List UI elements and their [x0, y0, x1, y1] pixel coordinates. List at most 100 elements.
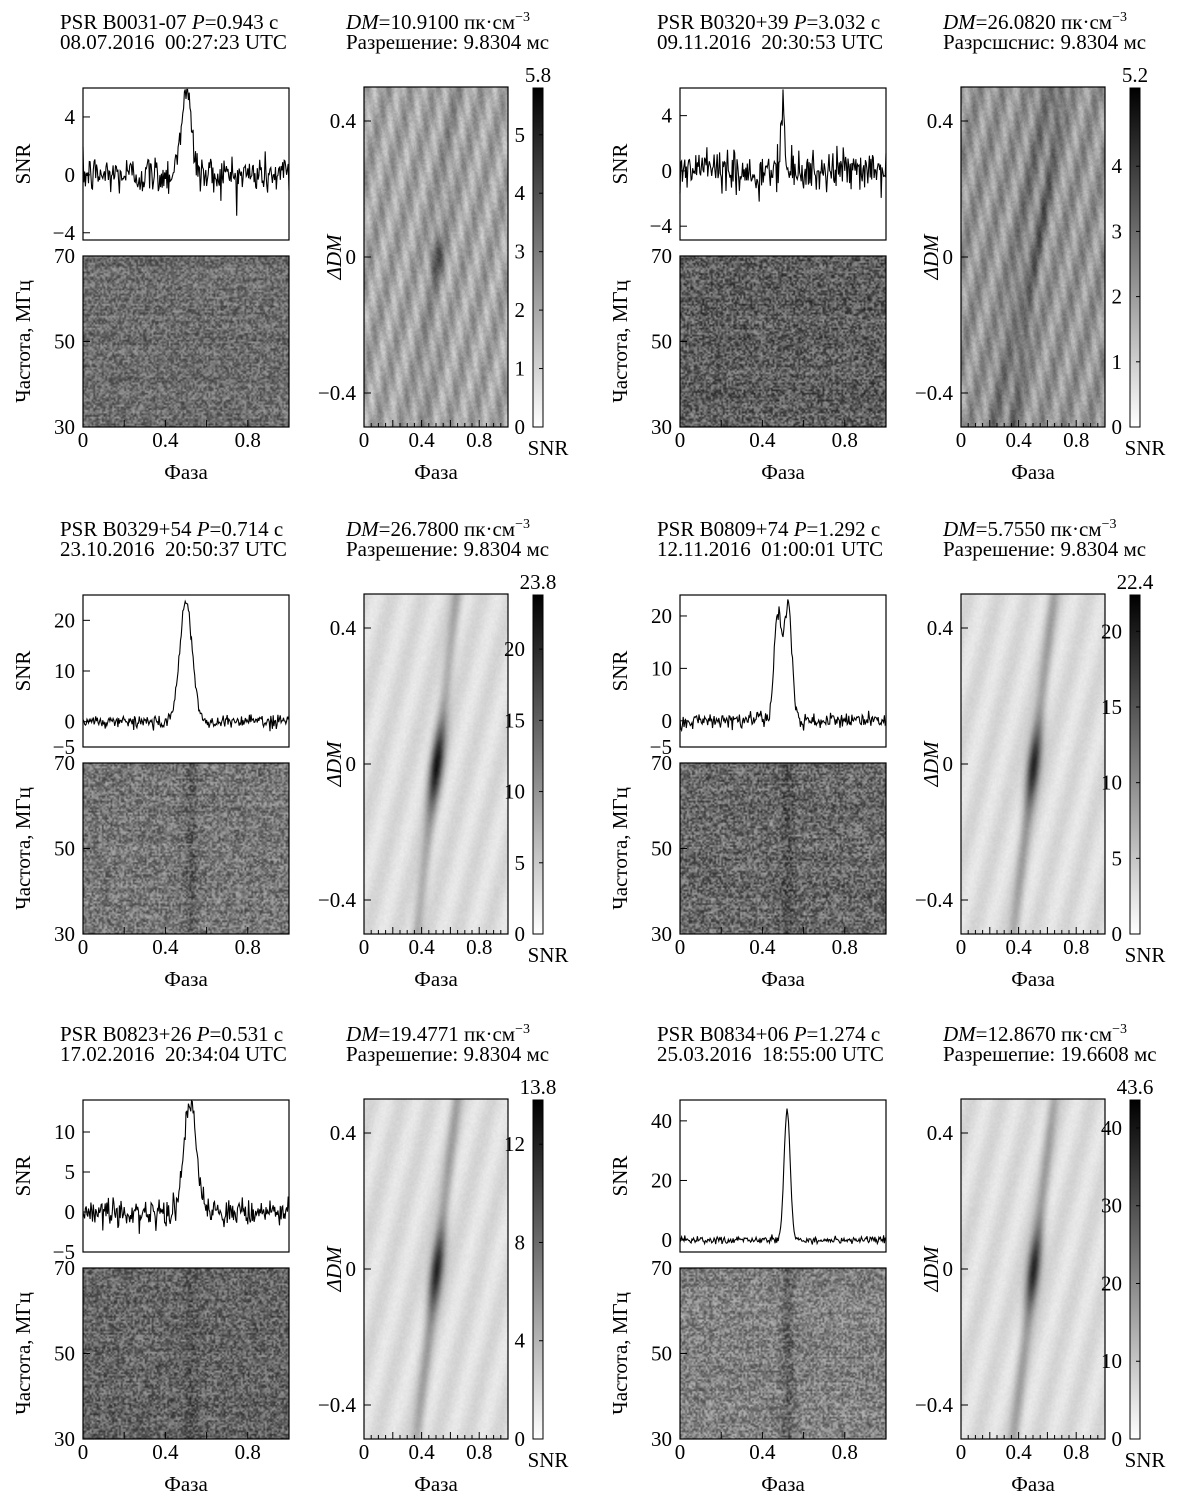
- dm-exp: −3: [1101, 517, 1117, 532]
- waterfall-xtick: 0.8: [235, 1440, 261, 1464]
- waterfall-image: [83, 256, 289, 427]
- waterfall-xlabel: Фаза: [761, 1472, 805, 1496]
- colorbar-tick: 4: [515, 181, 526, 205]
- colorbar-tick: 3: [1112, 219, 1123, 243]
- colorbar-tick: 12: [504, 1132, 525, 1156]
- colorbar-tick: 40: [1101, 1116, 1122, 1140]
- dm-value: 19.4771: [390, 1022, 459, 1046]
- dm-map-xlabel: Фаза: [414, 460, 458, 484]
- profile-frame: [82, 87, 290, 241]
- res-value: 9.8304: [1060, 537, 1119, 561]
- colorbar-tick: 1: [515, 357, 526, 381]
- profile-ytick: 40: [651, 1109, 672, 1133]
- colorbar-tick: 1: [1112, 350, 1123, 374]
- dm-map-xtick: 0: [956, 1440, 967, 1464]
- profile-ytick: −4: [650, 214, 673, 238]
- waterfall-ytick: 30: [54, 415, 75, 439]
- colorbar-tick: 2: [1112, 285, 1123, 309]
- colorbar-tick: 20: [504, 637, 525, 661]
- waterfall-image: [83, 763, 289, 934]
- waterfall-ytick: 30: [54, 1427, 75, 1451]
- dm-map-xlabel: Фаза: [1011, 1472, 1055, 1496]
- colorbar-tick: 0: [1112, 415, 1123, 439]
- obs-date: 08.07.2016: [60, 30, 155, 54]
- period-symbol: P: [196, 1022, 210, 1046]
- profile-frame: [679, 594, 887, 748]
- waterfall-image: [680, 256, 886, 427]
- pulsar-period: 0.714 с: [221, 517, 284, 541]
- dm-map-ytick: −0.4: [915, 888, 954, 912]
- res-value: 9.8304: [463, 537, 522, 561]
- colorbar-max: 22.4: [1117, 570, 1154, 594]
- waterfall-ytick: 30: [54, 922, 75, 946]
- waterfall-xtick: 0.8: [832, 428, 858, 452]
- dm-map-ylabel: ΔDM: [919, 233, 943, 280]
- profile-ylabel: SNR: [11, 1156, 35, 1197]
- dm-map-ylabel: ΔDM: [919, 1245, 943, 1292]
- res-label: Разрешепие:: [346, 1042, 459, 1066]
- colorbar: [532, 594, 544, 935]
- waterfall-ytick: 50: [651, 837, 672, 861]
- dm-map-xtick: 0.4: [1005, 428, 1032, 452]
- profile-ylabel: SNR: [11, 144, 35, 185]
- waterfall-xtick: 0.4: [749, 428, 776, 452]
- waterfall-ylabel: Частота, МГц: [11, 280, 35, 403]
- profile-line: [679, 1108, 887, 1246]
- colorbar: [1129, 1099, 1141, 1440]
- waterfall-image: [680, 1268, 886, 1439]
- colorbar-tick: 8: [515, 1230, 526, 1254]
- waterfall-image: [680, 763, 886, 934]
- utc-label: UTC: [244, 1042, 287, 1066]
- waterfall-xtick: 0.4: [749, 1440, 776, 1464]
- waterfall-xtick: 0.8: [832, 1440, 858, 1464]
- colorbar-tick: 0: [515, 415, 526, 439]
- pulsar-period: 0.531 с: [221, 1022, 284, 1046]
- pulsar-period: 3.032 с: [818, 10, 881, 34]
- pulsar-period: 1.274 с: [818, 1022, 881, 1046]
- colorbar-tick: 5: [515, 123, 526, 147]
- dm-map-xtick: 0.8: [466, 1440, 492, 1464]
- pulsar-name: PSR B0031-07: [60, 10, 187, 34]
- waterfall-ytick: 70: [651, 244, 672, 268]
- dm-map-ytick: 0.4: [330, 109, 357, 133]
- dm-map-ytick: 0.4: [927, 109, 954, 133]
- waterfall-xtick: 0.4: [152, 428, 179, 452]
- dm-map-ytick: 0: [346, 245, 357, 269]
- waterfall-xtick: 0: [675, 1440, 686, 1464]
- res-label: Разрешепие:: [943, 1042, 1056, 1066]
- colorbar-tick: 0: [515, 1427, 526, 1451]
- dm-header: DM=19.4771 пк·см−3 Разрешепие: 9.8304 мс: [346, 1022, 550, 1066]
- obs-date: 23.10.2016: [60, 537, 155, 561]
- dm-map-ylabel: ΔDM: [322, 233, 346, 280]
- profile-line: [82, 88, 290, 216]
- waterfall-ytick: 30: [651, 415, 672, 439]
- profile-ytick: 10: [651, 656, 672, 680]
- dm-value: 12.8670: [987, 1022, 1056, 1046]
- res-label: Разрсшснис:: [943, 30, 1056, 54]
- profile-ytick: 20: [651, 1168, 672, 1192]
- dm-map-xtick: 0.4: [408, 428, 435, 452]
- res-unit: мс: [1123, 30, 1147, 54]
- res-value: 9.8304: [1060, 30, 1119, 54]
- utc-label: UTC: [841, 537, 884, 561]
- obs-time: 01:00:01: [761, 537, 836, 561]
- waterfall-ylabel: Частота, МГц: [608, 1292, 632, 1415]
- waterfall-xlabel: Фаза: [761, 967, 805, 991]
- waterfall-xlabel: Фаза: [164, 967, 208, 991]
- res-value: 19.6608: [1060, 1042, 1129, 1066]
- dm-map-image: [961, 87, 1105, 427]
- dm-symbol: DM: [346, 10, 379, 34]
- colorbar-tick: 2: [515, 298, 526, 322]
- dm-unit: пк·см: [464, 10, 516, 34]
- waterfall-xtick: 0.4: [152, 1440, 179, 1464]
- pulsar-header: PSR B0823+26 P=0.531 с 17.02.2016 20:34:0…: [60, 1022, 287, 1066]
- dm-map-xtick: 0.8: [466, 935, 492, 959]
- dm-unit: пк·см: [464, 517, 516, 541]
- waterfall-xlabel: Фаза: [761, 460, 805, 484]
- waterfall-ylabel: Частота, МГц: [11, 787, 35, 910]
- period-symbol: P: [191, 10, 205, 34]
- pulsar-period: 0.943 с: [216, 10, 279, 34]
- pulsar-header: PSR B0031-07 P=0.943 с 08.07.2016 00:27:2…: [60, 10, 287, 54]
- dm-map-image: [364, 1099, 508, 1439]
- profile-ylabel: SNR: [608, 144, 632, 185]
